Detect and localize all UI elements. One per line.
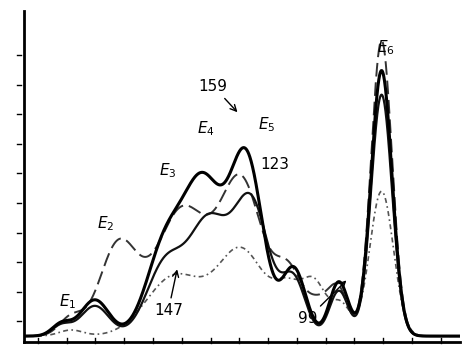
Text: $E_1$: $E_1$	[59, 293, 77, 311]
Text: $E_5$: $E_5$	[258, 115, 276, 134]
Text: 159: 159	[199, 78, 237, 111]
Text: 99: 99	[298, 282, 346, 326]
Text: 123: 123	[261, 157, 290, 172]
Text: $E_4$: $E_4$	[197, 120, 214, 139]
Text: 147: 147	[154, 271, 182, 318]
Text: $E_3$: $E_3$	[159, 161, 176, 180]
Text: $E_6$: $E_6$	[377, 39, 394, 57]
Text: $E_2$: $E_2$	[97, 214, 115, 233]
